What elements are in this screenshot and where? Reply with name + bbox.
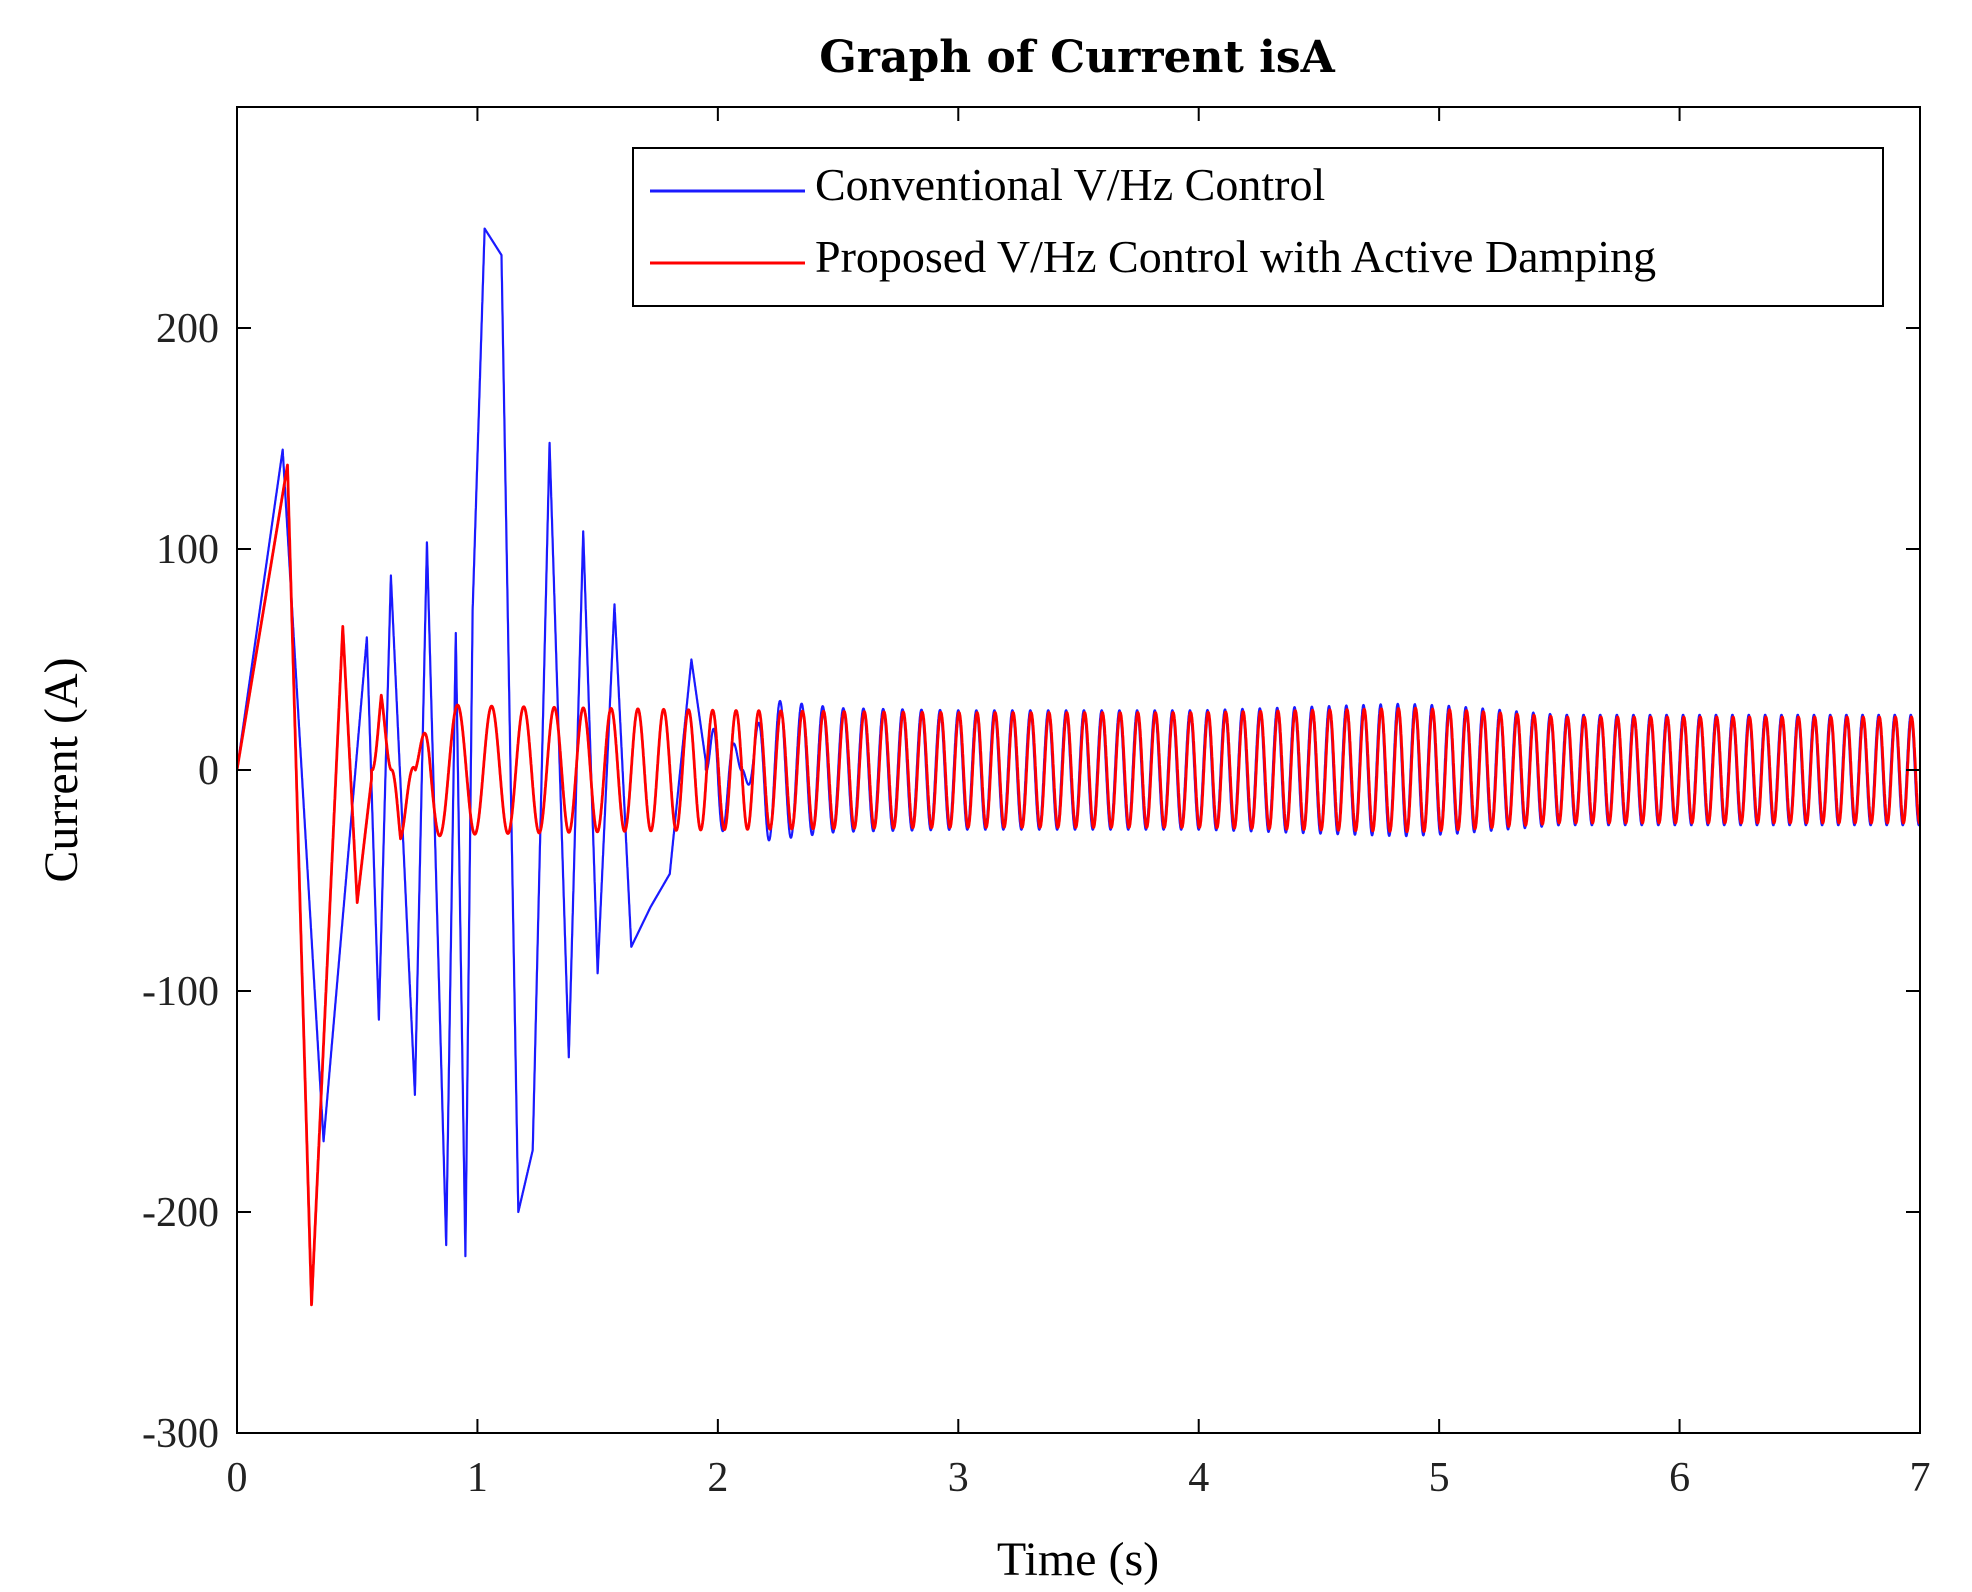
series-line-proposed [237,463,1920,1307]
x-tick-label: 4 [1188,1455,1209,1501]
x-tick-label: 2 [707,1455,728,1501]
y-tick-label: 200 [156,306,219,352]
legend-box [632,147,1884,307]
legend-label-proposed: Proposed V/Hz Control with Active Dampin… [815,231,1656,282]
x-tick-label: 7 [1910,1455,1931,1501]
legend: Conventional V/Hz Control Proposed V/Hz … [632,147,1884,307]
y-tick-label: 100 [156,527,219,573]
x-tick-label: 3 [948,1455,969,1501]
y-tick-label: -300 [142,1411,219,1457]
x-tick-label: 5 [1429,1455,1450,1501]
y-axis-label: Current (A) [35,657,88,882]
x-axis-label: Time (s) [997,1533,1159,1586]
x-tick-label: 1 [467,1455,488,1501]
axis-ticks: 0 1 2 3 4 5 6 7 200 100 0 -100 -200 -300 [142,107,1931,1501]
chart-title: Graph of Current isA [819,32,1335,83]
legend-label-conventional: Conventional V/Hz Control [815,159,1325,210]
y-tick-label: 0 [198,748,219,794]
series-layer [237,227,1920,1307]
x-tick-label: 6 [1669,1455,1690,1501]
x-tick-label: 0 [227,1455,248,1501]
series-line-conventional [237,227,1920,1258]
y-tick-label: -200 [142,1190,219,1236]
y-tick-label: -100 [142,969,219,1015]
